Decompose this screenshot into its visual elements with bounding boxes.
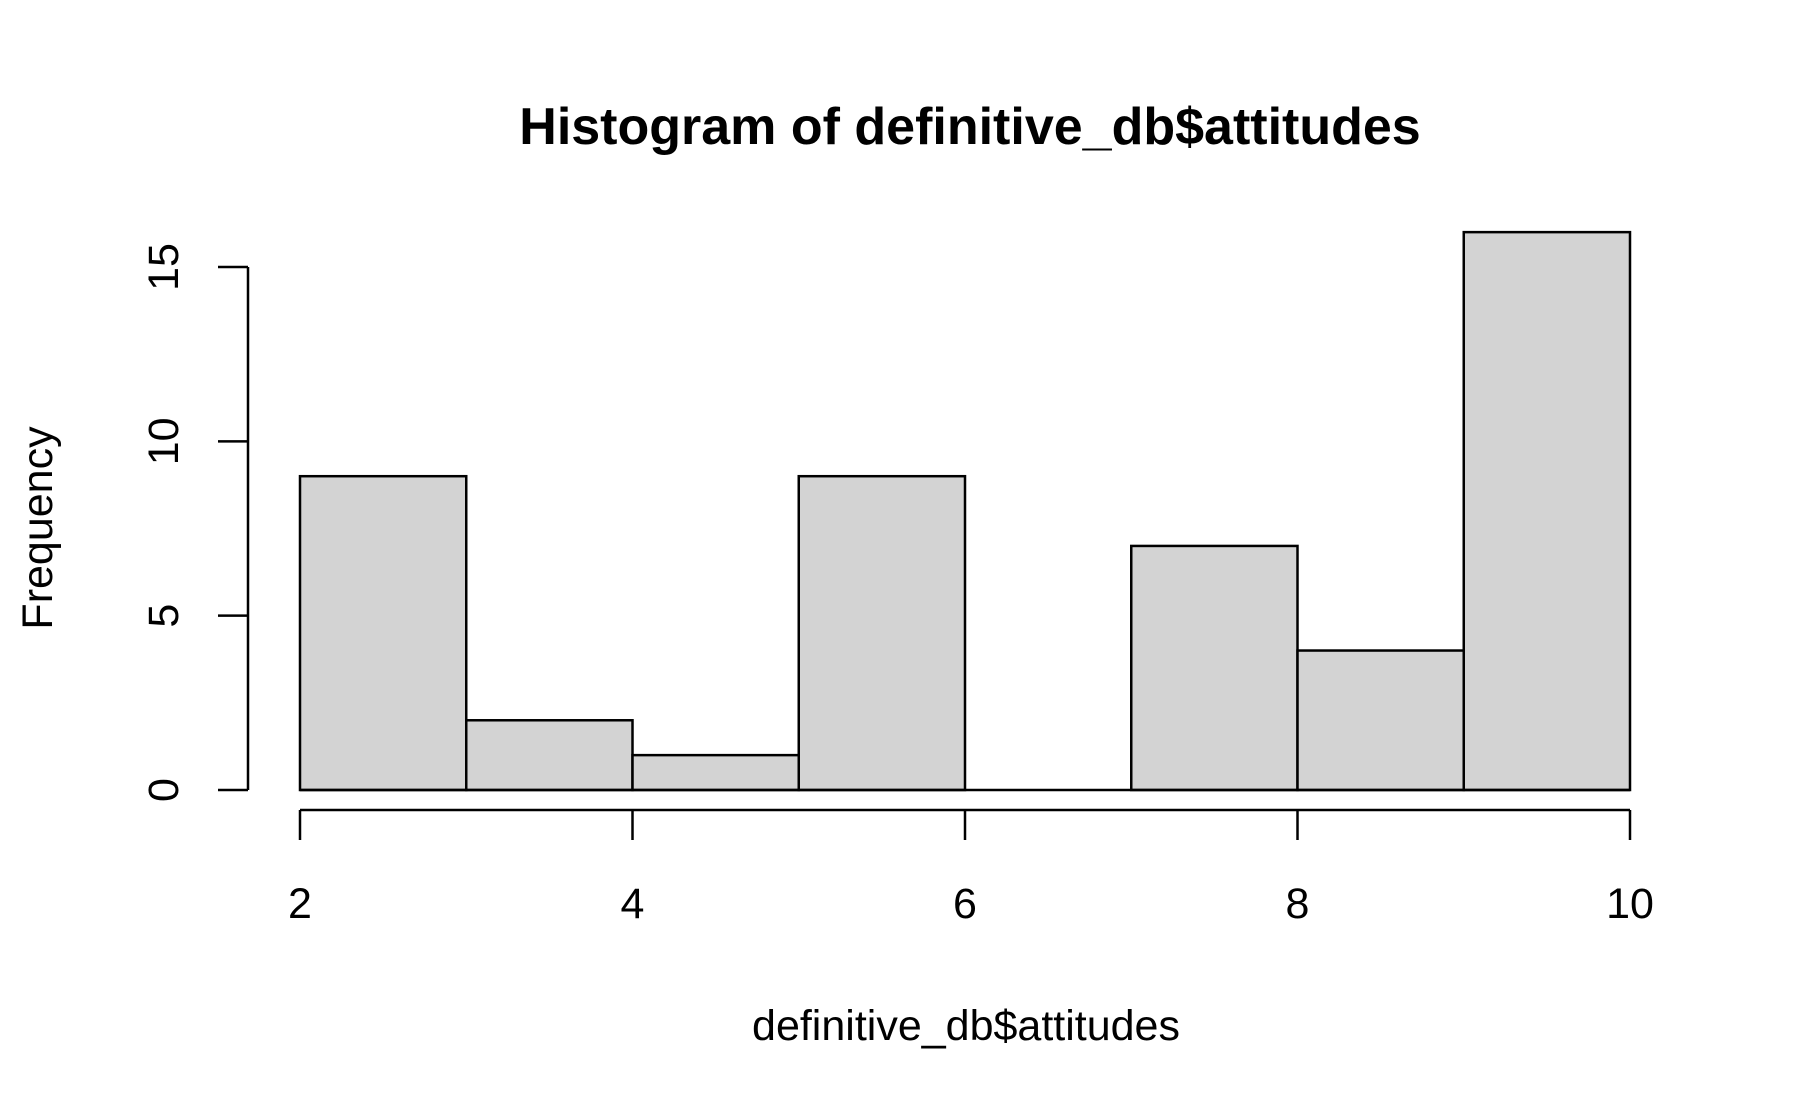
x-axis-label: definitive_db$attitudes <box>752 1002 1180 1050</box>
bars-group <box>298 230 1632 792</box>
y-tick-label: 10 <box>140 417 188 465</box>
x-tick-label: 2 <box>288 880 312 928</box>
histogram-bar <box>797 474 967 792</box>
x-axis: 2 4 6 8 10 <box>288 808 1654 928</box>
y-axis-label: Frequency <box>14 426 62 630</box>
y-axis: 0 5 10 15 <box>140 243 250 802</box>
x-tick-label: 8 <box>1286 880 1310 928</box>
y-tick-label: 5 <box>140 604 188 628</box>
histogram-bar <box>1296 649 1465 792</box>
histogram-bar <box>631 753 800 792</box>
histogram-bar <box>298 474 468 792</box>
histogram-bar <box>1462 230 1632 792</box>
x-tick-label: 4 <box>621 880 645 928</box>
y-tick-label: 15 <box>140 243 188 291</box>
chart-title: Histogram of definitive_db$attitudes <box>519 98 1420 156</box>
x-tick-label: 10 <box>1606 880 1654 928</box>
histogram-bar <box>1130 544 1299 792</box>
y-tick-label: 0 <box>140 778 188 802</box>
histogram-bar <box>465 719 634 792</box>
x-tick-label: 6 <box>953 880 977 928</box>
